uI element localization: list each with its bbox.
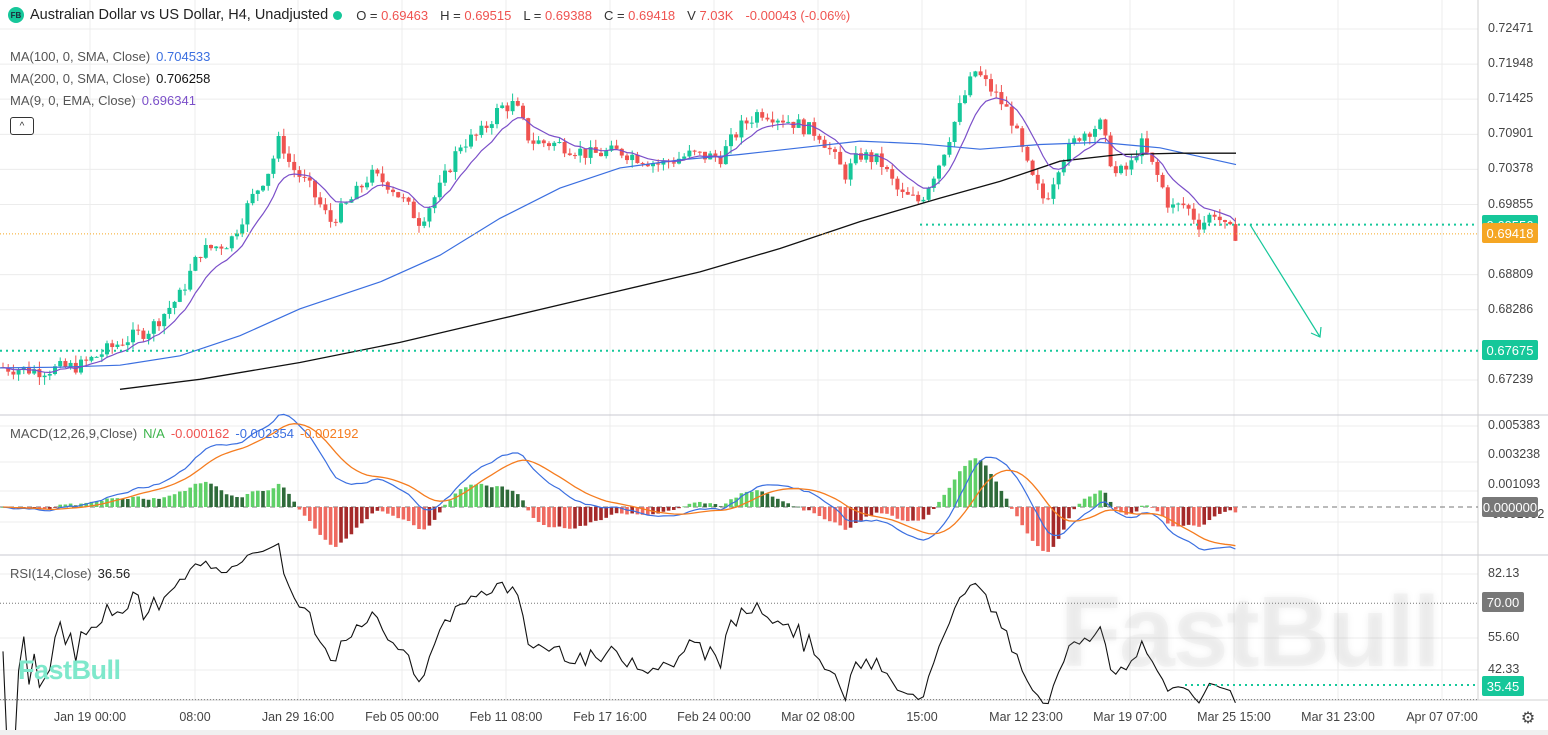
rsi-tick: 55.60 [1488, 630, 1520, 644]
ohlc-low: L = 0.69388 [523, 7, 592, 23]
time-tick: Mar 31 23:00 [1301, 710, 1375, 724]
price-tick: 0.71425 [1488, 91, 1534, 106]
time-tick: 08:00 [179, 710, 211, 724]
rsi-tick: 42.33 [1488, 662, 1520, 676]
ema9-value: 0.696341 [141, 93, 196, 108]
rsi-70-tag: 70.00 [1482, 592, 1524, 612]
ma200-value: 0.706258 [156, 71, 211, 86]
legend-ma100[interactable]: MA(100, 0, SMA, Close) 0.704533 [10, 49, 216, 64]
macd-hist-value: -0.000162 [170, 426, 230, 441]
ohlc-open: O = 0.69463 [356, 7, 429, 23]
settings-gear-icon[interactable]: ⚙ [1520, 710, 1536, 727]
target-price-tag: 0.67675 [1482, 340, 1538, 360]
time-tick: Mar 19 07:00 [1093, 710, 1167, 724]
time-tick: Feb 24 00:00 [677, 710, 751, 724]
chevron-up-icon: ^ [19, 120, 25, 132]
symbol-title[interactable]: Australian Dollar vs US Dollar, H4, Unad… [30, 7, 329, 23]
time-tick: Apr 07 07:00 [1406, 710, 1478, 724]
time-tick: Mar 25 15:00 [1197, 710, 1271, 724]
bottom-bar [0, 730, 1548, 735]
price-tick: 0.72471 [1488, 21, 1534, 35]
macd-label: MACD(12,26,9,Close) [10, 426, 138, 441]
market-open-dot-icon [333, 10, 343, 20]
price-tick: 0.68286 [1488, 301, 1534, 316]
price-tick: 0.71948 [1488, 56, 1534, 71]
price-tick: 0.67239 [1488, 372, 1534, 386]
symbol-header: FB Australian Dollar vs US Dollar, H4, U… [8, 7, 850, 23]
macd-na: N/A [143, 426, 165, 441]
time-tick: Mar 02 08:00 [781, 710, 855, 724]
ohlc-close: C = 0.69418 [603, 7, 676, 23]
ohlc-high: H = 0.69515 [440, 7, 512, 23]
rsi-label: RSI(14,Close) [10, 566, 92, 581]
fastbull-watermark-small: FastBull [18, 655, 121, 685]
legend-ema9[interactable]: MA(9, 0, EMA, Close) 0.696341 [10, 93, 202, 108]
price-tick: 0.70901 [1488, 126, 1534, 141]
price-tick: 0.69855 [1488, 196, 1534, 211]
legend-macd[interactable]: MACD(12,26,9,Close) N/A -0.000162 -0.002354… [10, 426, 365, 441]
ohlc-volume: V 7.03K [687, 7, 734, 23]
current-price-tag: 0.69418 [1482, 223, 1538, 243]
price-change: -0.00043 (-0.06%) [745, 7, 851, 23]
macd-zero-tag: 0.000000 [1482, 497, 1538, 517]
time-tick: Jan 19 00:00 [53, 710, 127, 724]
macd-tick: 0.005383 [1488, 418, 1541, 432]
macd-tick: 0.001093 [1488, 477, 1541, 491]
legend-ma200[interactable]: MA(200, 0, SMA, Close) 0.706258 [10, 71, 216, 86]
fastbull-watermark-large: FastBull [1060, 576, 1440, 688]
time-tick: 15:00 [906, 710, 938, 724]
price-tick: 0.68809 [1488, 266, 1534, 281]
collapse-legend-button[interactable]: ^ [10, 117, 34, 135]
time-tick: Feb 11 08:00 [469, 710, 543, 724]
ema9-label: MA(9, 0, EMA, Close) [10, 93, 136, 108]
ma200-label: MA(200, 0, SMA, Close) [10, 71, 151, 86]
ma100-label: MA(100, 0, SMA, Close) [10, 49, 151, 64]
price-tick: 0.70378 [1488, 161, 1534, 176]
macd-tick: 0.003238 [1488, 447, 1541, 461]
time-tick: Jan 29 16:00 [261, 710, 335, 724]
rsi-value: 36.56 [97, 566, 131, 581]
rsi-tick: 82.13 [1488, 566, 1520, 580]
rsi-current-tag: 35.45 [1482, 676, 1524, 696]
ma100-value: 0.704533 [156, 49, 211, 64]
time-tick: Feb 17 16:00 [573, 710, 647, 724]
macd-value: -0.002354 [235, 426, 294, 441]
fastbull-logo-icon: FB [8, 7, 24, 23]
legend-rsi[interactable]: RSI(14,Close) 36.56 [10, 566, 136, 581]
time-tick: Feb 05 00:00 [365, 710, 439, 724]
time-tick: Mar 12 23:00 [989, 710, 1063, 724]
macd-signal-value: -0.002192 [299, 426, 359, 441]
